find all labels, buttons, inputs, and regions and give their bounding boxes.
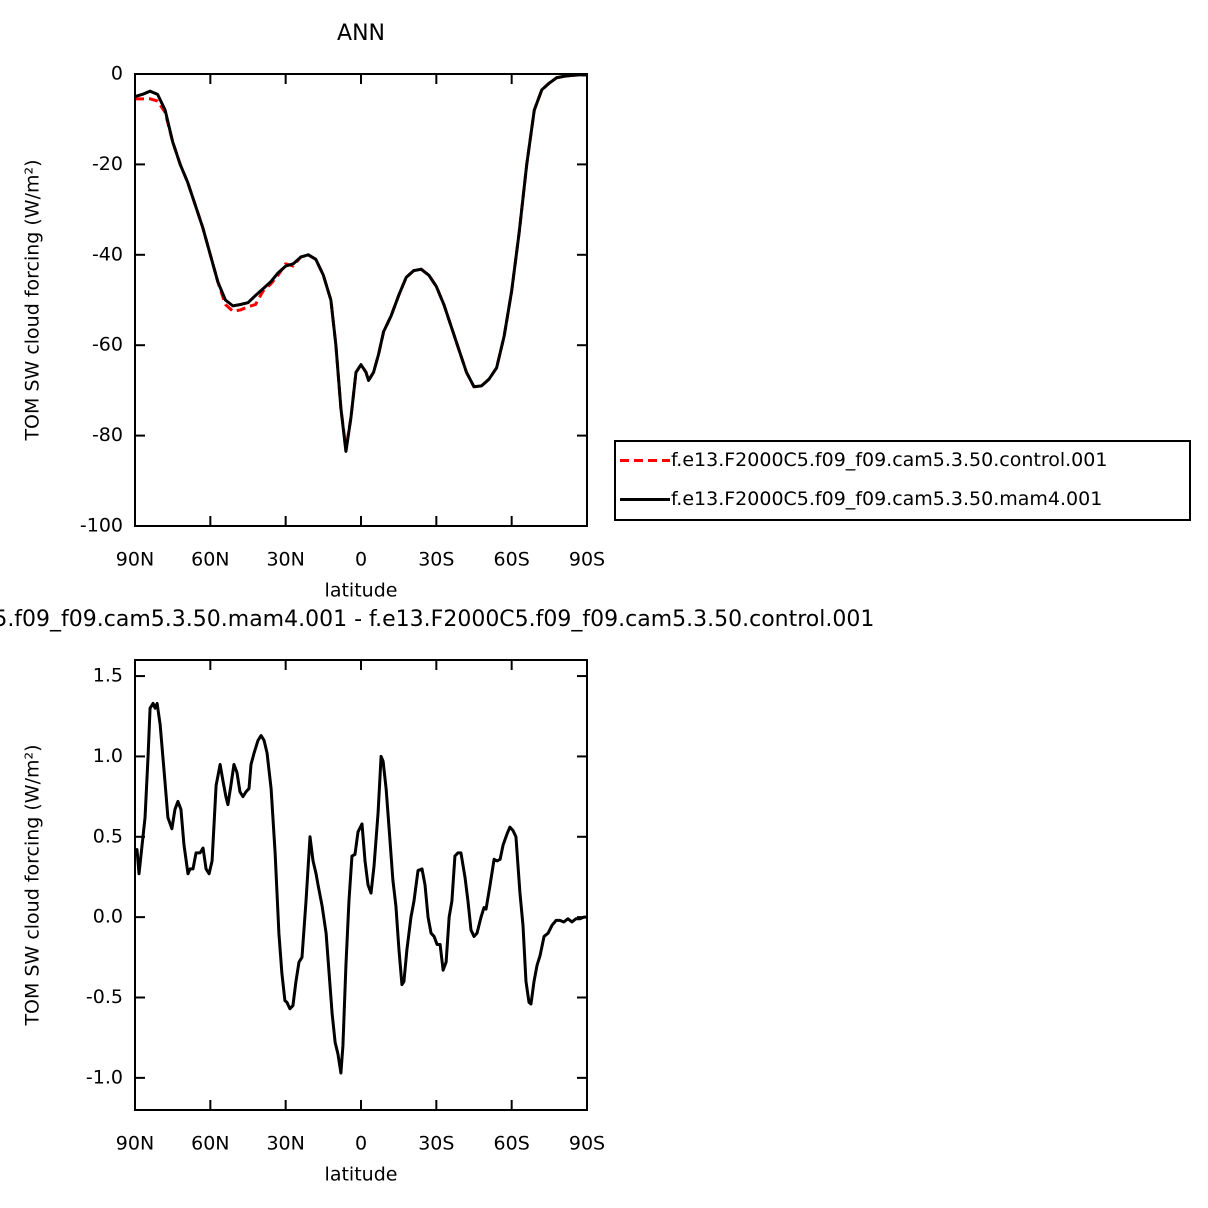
y-tick-label: 1.0: [93, 745, 123, 767]
chart-title: ANN: [337, 21, 385, 46]
y-tick-label: -0.5: [86, 986, 123, 1008]
x-tick-label: 60N: [191, 549, 229, 571]
legend-label: f.e13.F2000C5.f09_f09.cam5.3.50.mam4.001: [671, 488, 1102, 510]
legend-box: [614, 440, 1191, 521]
legend-label: f.e13.F2000C5.f09_f09.cam5.3.50.control.…: [671, 449, 1107, 471]
x-tick-label: 0: [355, 1133, 367, 1155]
x-tick-label: 90S: [569, 1133, 605, 1155]
x-tick-label: 60S: [494, 549, 530, 571]
y-tick-label: -80: [92, 424, 123, 446]
x-tick-label: 60N: [191, 1133, 229, 1155]
x-tick-label: 30N: [266, 549, 304, 571]
y-axis-label: TOM SW cloud forcing (W/m²): [22, 159, 44, 441]
x-tick-label: 30S: [418, 549, 454, 571]
y-tick-label: -20: [92, 153, 123, 175]
y-axis-label: TOM SW cloud forcing (W/m²): [22, 744, 44, 1026]
x-tick-label: 90N: [116, 1133, 154, 1155]
data-line: [134, 73, 587, 453]
y-tick-label: -60: [92, 334, 123, 356]
y-tick-label: -1.0: [86, 1066, 123, 1088]
plot-frame: [134, 659, 588, 1111]
y-tick-label: 0.5: [93, 825, 123, 847]
data-line: [135, 73, 587, 451]
x-tick-label: 30N: [266, 1133, 304, 1155]
x-tick-label: 60S: [494, 1133, 530, 1155]
x-tick-label: 90N: [116, 549, 154, 571]
x-tick-label: 90S: [569, 549, 605, 571]
y-tick-label: 0.0: [93, 906, 123, 928]
data-line: [135, 701, 587, 1075]
x-tick-label: 0: [355, 549, 367, 571]
x-axis-label: latitude: [325, 580, 398, 602]
chart-title: f.e13.F2000C5.f09_f09.cam5.3.50.mam4.001…: [0, 607, 874, 632]
y-tick-label: 0: [111, 63, 123, 85]
y-tick-label: -100: [80, 515, 123, 537]
y-tick-label: -40: [92, 243, 123, 265]
x-tick-label: 30S: [418, 1133, 454, 1155]
plot-frame: [134, 73, 588, 527]
y-tick-label: 1.5: [93, 665, 123, 687]
x-axis-label: latitude: [325, 1164, 398, 1186]
